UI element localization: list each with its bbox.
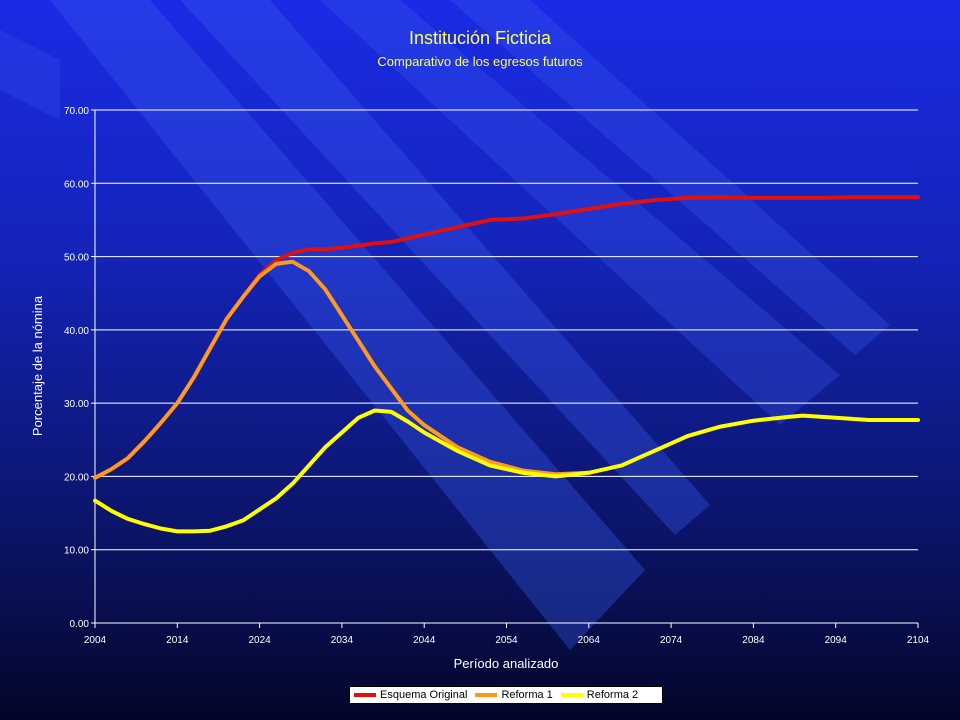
legend-item-esquema-original: Esquema Original [354, 689, 467, 701]
legend-label: Esquema Original [380, 689, 468, 701]
y-tick-label: 10.00 [64, 546, 89, 557]
series-line-reforma-2 [93, 408, 920, 534]
legend-item-reforma-2: Reforma 2 [560, 689, 639, 701]
grid-lines [95, 109, 918, 551]
x-tick-label: 2054 [495, 635, 518, 646]
x-tick-label: 2034 [331, 635, 354, 646]
chart-title: Institución Ficticia [408, 28, 552, 48]
tick-labels: 0.00 10.00 20.00 30.00 40.00 50.00 60.00 70.00 2… [64, 106, 930, 646]
legend-swatch [354, 693, 376, 697]
x-tick-label: 2094 [825, 635, 848, 646]
x-tick-label: 2004 [84, 635, 107, 646]
y-tick-label: 70.00 [64, 106, 89, 117]
y-axis-label: Porcentaje de la nómina [30, 295, 45, 436]
y-tick-label: 0.00 [70, 619, 90, 630]
x-tick-label: 2104 [907, 635, 930, 646]
series-line-reforma-1 [93, 259, 591, 480]
legend-label: Reforma 2 [586, 689, 639, 701]
legend-label: Reforma 1 [501, 689, 553, 701]
x-tick-label: 2084 [742, 635, 765, 646]
y-tick-label: 50.00 [64, 253, 89, 264]
x-tick-label: 2024 [248, 635, 271, 646]
x-tick-label: 2074 [660, 635, 683, 646]
series-lines [93, 195, 920, 534]
y-tick-label: 60.00 [64, 179, 89, 190]
x-tick-label: 2014 [166, 635, 189, 646]
chart-subtitle: Comparativo de los egresos futuros [377, 54, 583, 69]
legend: Esquema Original Reforma 1 Reforma 2 [349, 686, 663, 704]
x-tick-label: 2064 [578, 635, 601, 646]
plot-area [95, 110, 918, 623]
x-axis-label: Período analizado [454, 656, 559, 671]
legend-swatch [560, 693, 583, 697]
legend-item-reforma-1: Reforma 1 [475, 689, 553, 701]
x-tick-label: 2044 [413, 635, 436, 646]
y-tick-label: 20.00 [64, 472, 89, 483]
y-tick-label: 40.00 [64, 326, 89, 337]
y-tick-label: 30.00 [64, 399, 89, 410]
axes [91, 109, 919, 628]
legend-swatch [475, 693, 498, 697]
